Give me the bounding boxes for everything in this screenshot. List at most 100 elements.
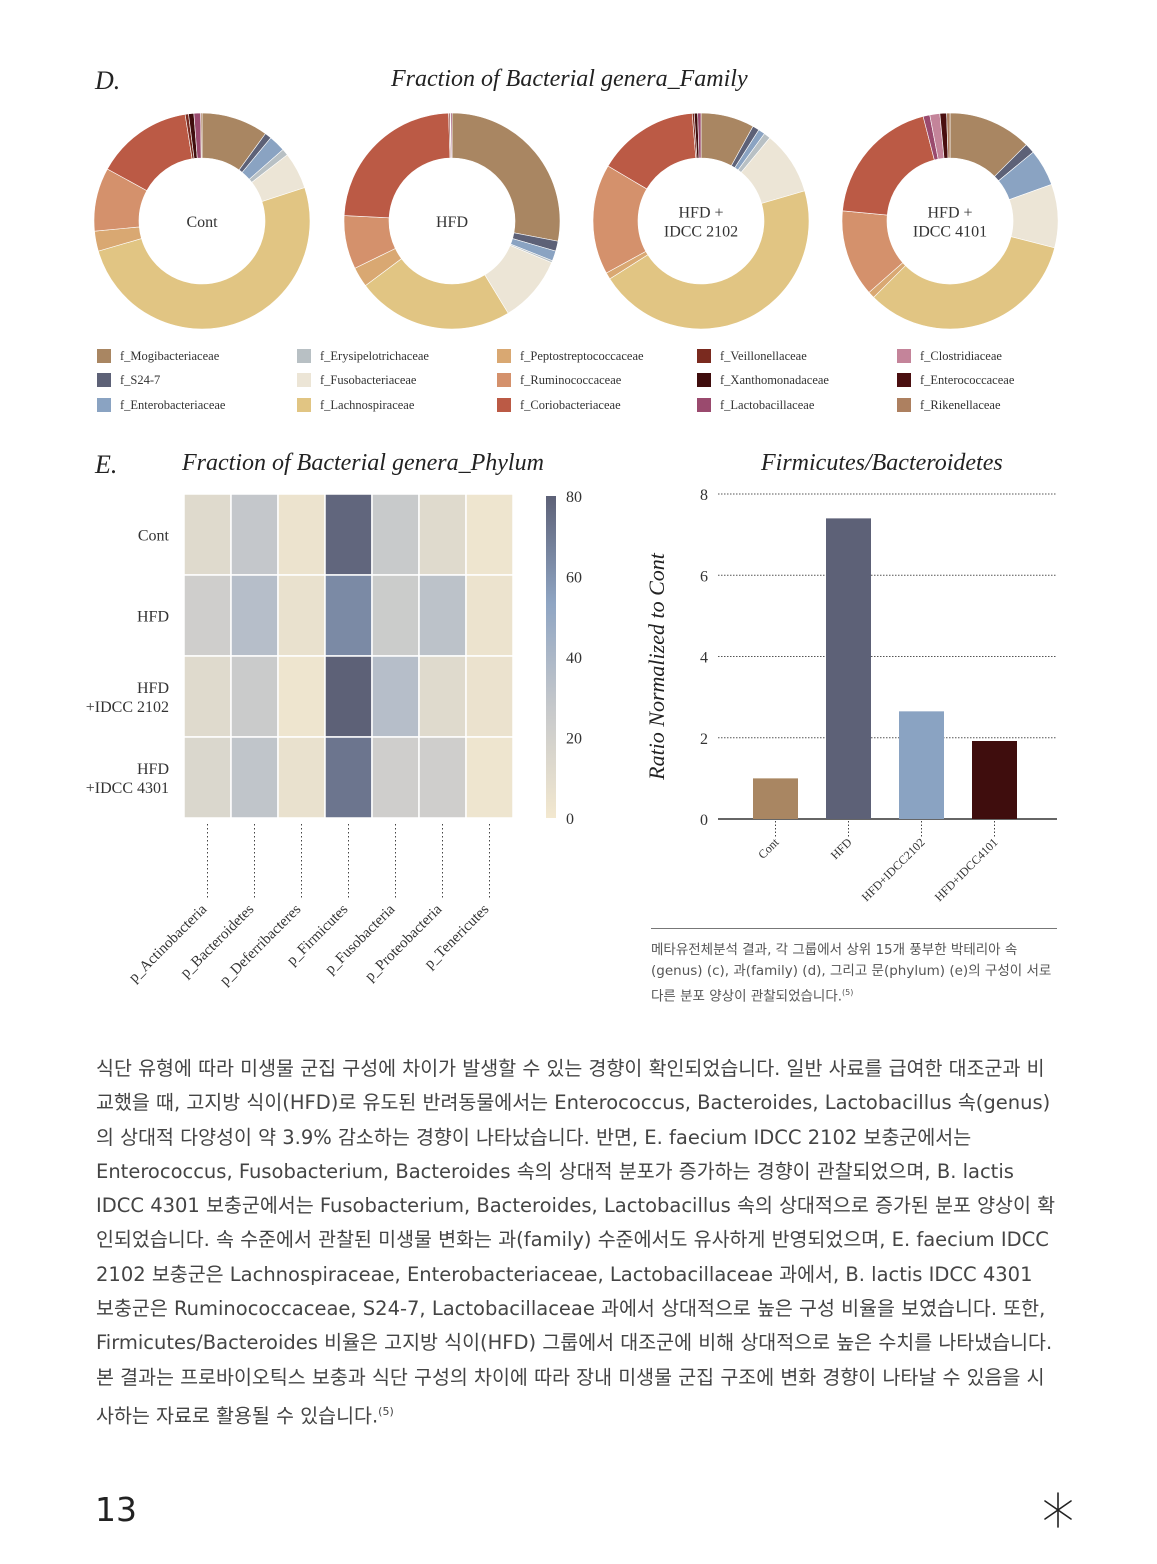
legend-swatch (897, 349, 911, 363)
legend-item-f-clostridiaceae: f_Clostridiaceae (897, 348, 1002, 364)
bar-y-tick-label: 6 (700, 568, 708, 585)
heatmap-cell (183, 655, 232, 738)
colorbar-tick-label: 60 (566, 570, 582, 587)
heatmap-row-label: Cont (138, 528, 170, 545)
bar-y-tick-label: 8 (700, 487, 708, 504)
legend-item-f-enterobacteriaceae: f_Enterobacteriaceae (97, 397, 225, 413)
heatmap-cell (183, 493, 232, 576)
bar-x-tick-label: HFD (828, 835, 855, 862)
heatmap-row-label: +IDCC 4301 (86, 780, 169, 797)
heatmap-cell (418, 736, 467, 819)
legend-swatch (497, 373, 511, 387)
legend-item-f-lachnospiraceae: f_Lachnospiraceae (297, 397, 414, 413)
donut-slice-f-rikenellaceae (200, 112, 203, 159)
panel-e-letter: E. (95, 450, 118, 479)
heatmap-row-label: HFD (137, 609, 169, 626)
heatmap-cell (418, 655, 467, 738)
heatmap-cell (277, 655, 326, 738)
panel-d-title: Fraction of Bacterial genera_Family (391, 66, 748, 92)
bar-x-tick-label: HFD+IDCC2102 (859, 835, 928, 904)
bar-hfd-idcc4101 (972, 741, 1017, 819)
legend-label: f_Veillonellaceae (720, 348, 807, 363)
legend-item-f-lactobacillaceae: f_Lactobacillaceae (697, 397, 814, 413)
legend-label: f_Fusobacteriaceae (320, 372, 417, 387)
bar-cont (753, 778, 798, 819)
legend-item-f-mogibacteriaceae: f_Mogibacteriaceae (97, 348, 219, 364)
legend-item-f-s24-7: f_S24-7 (97, 372, 160, 388)
heatmap-row-label: +IDCC 2102 (86, 699, 169, 716)
legend-swatch (297, 398, 311, 412)
legend-item-f-fusobacteriaceae: f_Fusobacteriaceae (297, 372, 416, 388)
heatmap-cell (418, 574, 467, 657)
legend-label: f_Rikenellaceae (920, 397, 1001, 412)
heatmap-cell (324, 655, 373, 738)
caption-text: 메타유전체분석 결과, 각 그룹에서 상위 15개 풍부한 박테리아 속(gen… (651, 942, 1052, 1005)
bar-y-tick-label: 0 (700, 812, 708, 829)
heatmap-cell (371, 736, 420, 819)
heatmap-cell (277, 493, 326, 576)
legend-item-f-coriobacteriaceae: f_Coriobacteriaceae (497, 397, 621, 413)
heatmap-cell (465, 493, 514, 576)
caption-reference: (5) (842, 988, 854, 997)
colorbar-tick-label: 80 (566, 489, 582, 506)
donut-slice-f-lactobacillaceae (450, 112, 453, 159)
bar-y-axis-label: Ratio Normalized to Cont (644, 552, 669, 781)
legend-swatch (497, 398, 511, 412)
legend-swatch (97, 398, 111, 412)
legend-label: f_Coriobacteriaceae (520, 397, 621, 412)
heatmap-cell (230, 655, 279, 738)
heatmap-cell (277, 736, 326, 819)
legend-swatch (297, 373, 311, 387)
caption-divider (651, 928, 1057, 929)
legend-label: f_Lachnospiraceae (320, 397, 415, 412)
heatmap-cell (277, 574, 326, 657)
legend-item-f-xanthomonadaceae: f_Xanthomonadaceae (697, 372, 829, 388)
legend-swatch (297, 349, 311, 363)
heatmap-cell (230, 736, 279, 819)
donut-hfd-idcc-4101: HFD + IDCC 4101 (841, 112, 1059, 330)
heatmap-cell (371, 493, 420, 576)
body-paragraph: 식단 유형에 따라 미생물 군집 구성에 차이가 발생할 수 있는 경향이 확인… (96, 1052, 1056, 1434)
legend-swatch (97, 373, 111, 387)
donut-slice-f-lachnospiraceae (97, 187, 311, 330)
legend-swatch (697, 349, 711, 363)
donut-slice-f-lachnospiraceae (609, 190, 810, 330)
donut-slice-f-rikenellaceae (946, 112, 951, 159)
bar-hfd-idcc2102 (899, 711, 944, 819)
heatmap-cell (183, 736, 232, 819)
legend-label: f_Enterobacteriaceae (120, 397, 226, 412)
heatmap-title: Fraction of Bacterial genera_Phylum (182, 450, 544, 476)
legend-item-f-peptostreptococcaceae: f_Peptostreptococcaceae (497, 348, 644, 364)
legend-label: f_S24-7 (120, 372, 161, 387)
donut-center-label: IDCC 2102 (664, 224, 738, 241)
firmicutes-bacteroidetes-bar-chart: 0 2 4 6 8 Cont HFD HFD+IDCC2102 HFD+IDCC4101 Rati… (644, 487, 1057, 904)
legend-label: f_Xanthomonadaceae (720, 372, 829, 387)
bar-chart-title: Firmicutes/Bacteroidetes (761, 450, 1003, 476)
heatmap-cell (465, 655, 514, 738)
donut-center-label: Cont (186, 214, 218, 231)
page-number: 13 (95, 1490, 137, 1529)
donut-slice-f-lactobacillaceae (697, 112, 702, 159)
donut-hfd-idcc-2102: HFD + IDCC 2102 (592, 112, 810, 330)
body-text: 식단 유형에 따라 미생물 군집 구성에 차이가 발생할 수 있는 경향이 확인… (96, 1057, 1056, 1428)
heatmap-cell (324, 736, 373, 819)
bar-x-tick-label: HFD+IDCC4101 (932, 835, 1001, 904)
heatmap-cell (183, 574, 232, 657)
bar-x-tick-label: Cont (755, 835, 782, 862)
bar-y-tick-label: 4 (700, 650, 708, 667)
donut-slice-f-coriobacteriaceae (842, 116, 935, 216)
bar-hfd (826, 518, 871, 819)
legend-item-f-ruminococcaceae: f_Ruminococcaceae (497, 372, 621, 388)
heatmap-cell (371, 655, 420, 738)
donut-slice-f-mogibacteriaceae (451, 112, 561, 242)
heatmap-row-label: HFD (137, 680, 169, 697)
asterisk-star-icon (1044, 1492, 1072, 1528)
legend-swatch (697, 398, 711, 412)
phylum-heatmap: Cont HFD HFD +IDCC 2102 HFD +IDCC 4301 p_Actin… (86, 489, 582, 989)
colorbar-tick-label: 40 (566, 650, 582, 667)
heatmap-column-label: p_Deferribacteres (217, 901, 304, 988)
heatmap-row-label: HFD (137, 761, 169, 778)
legend-swatch (897, 373, 911, 387)
legend-item-f-enterococcaceae: f_Enterococcaceae (897, 372, 1014, 388)
donut-slice-f-lachnospiraceae (873, 236, 1055, 330)
